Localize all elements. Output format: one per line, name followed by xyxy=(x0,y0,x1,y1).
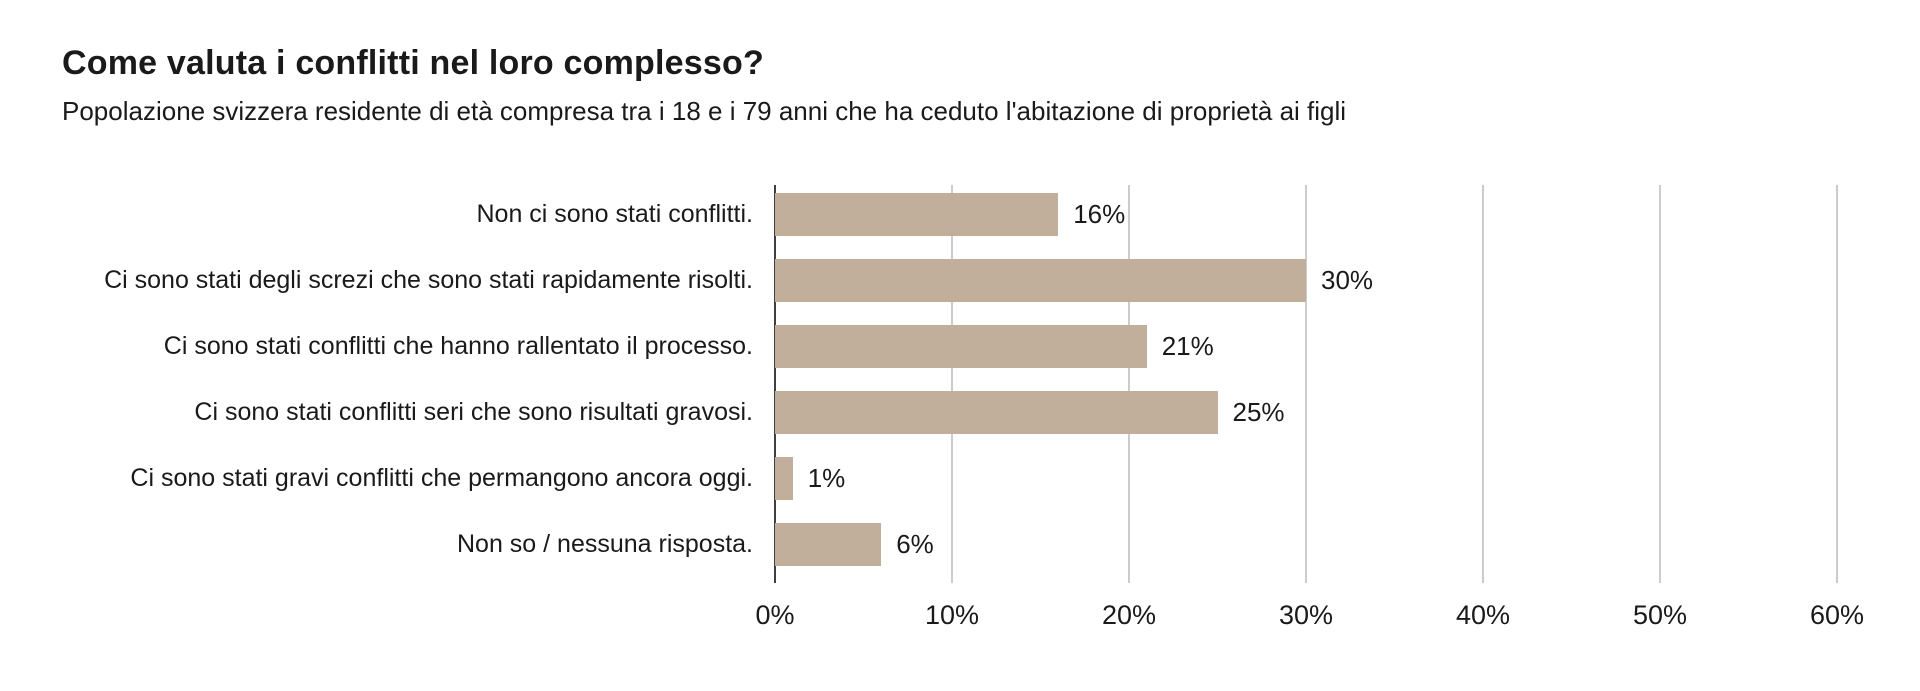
x-axis-tick-label: 10% xyxy=(924,600,980,630)
x-axis-tick-label: 0% xyxy=(755,600,795,630)
bar-row: 21% xyxy=(775,325,1837,368)
bar-row: 6% xyxy=(775,523,1837,566)
gridline xyxy=(1128,185,1130,583)
bar-row: 1% xyxy=(775,457,1837,500)
gridline xyxy=(1836,185,1838,583)
chart-title: Come valuta i conflitti nel loro comples… xyxy=(62,44,764,82)
x-axis-tick-label: 50% xyxy=(1632,600,1688,630)
x-axis: 0% 10% 20% 30% 40% 50% 60% xyxy=(755,600,1864,636)
bar-value-label: 25% xyxy=(1232,397,1285,427)
gridline xyxy=(1305,185,1307,583)
bar-value-label: 16% xyxy=(1073,199,1126,229)
gridline xyxy=(1659,185,1661,583)
bars-layer: 16% 30% 21% 25% 1% 6% xyxy=(775,185,1837,583)
bar xyxy=(775,259,1306,302)
chart-subtitle: Popolazione svizzera residente di età co… xyxy=(62,96,1347,126)
x-axis-tick-label: 60% xyxy=(1809,600,1865,630)
category-label: Ci sono stati conflitti che hanno rallen… xyxy=(163,332,753,360)
bar xyxy=(775,193,1059,236)
category-label: Ci sono stati conflitti seri che sono ri… xyxy=(194,398,753,426)
bar-row: 25% xyxy=(775,391,1837,434)
bar-value-label: 1% xyxy=(807,463,846,493)
bar-row: 16% xyxy=(775,193,1837,236)
bar-value-label: 21% xyxy=(1161,331,1214,361)
bar-chart-plot-area: 16% 30% 21% 25% 1% 6% xyxy=(774,185,1838,583)
bar xyxy=(775,391,1218,434)
bar xyxy=(775,523,882,566)
x-axis-tick-label: 20% xyxy=(1101,600,1157,630)
category-label: Ci sono stati degli screzi che sono stat… xyxy=(104,266,753,294)
category-labels: Non ci sono stati conflitti. Ci sono stat… xyxy=(0,185,753,583)
bar-value-label: 30% xyxy=(1321,265,1374,295)
category-label: Non so / nessuna risposta. xyxy=(457,530,753,558)
bar-row: 30% xyxy=(775,259,1837,302)
bar xyxy=(775,325,1147,368)
bar-value-label: 6% xyxy=(896,529,934,559)
x-axis-tick-label: 30% xyxy=(1278,600,1334,630)
x-axis-tick-label: 40% xyxy=(1455,600,1511,630)
axis-zero-line xyxy=(774,185,776,583)
category-label: Ci sono stati gravi conflitti che perman… xyxy=(130,464,753,492)
category-label: Non ci sono stati conflitti. xyxy=(476,200,753,228)
gridline xyxy=(1482,185,1484,583)
gridline xyxy=(951,185,953,583)
bar xyxy=(775,457,793,500)
